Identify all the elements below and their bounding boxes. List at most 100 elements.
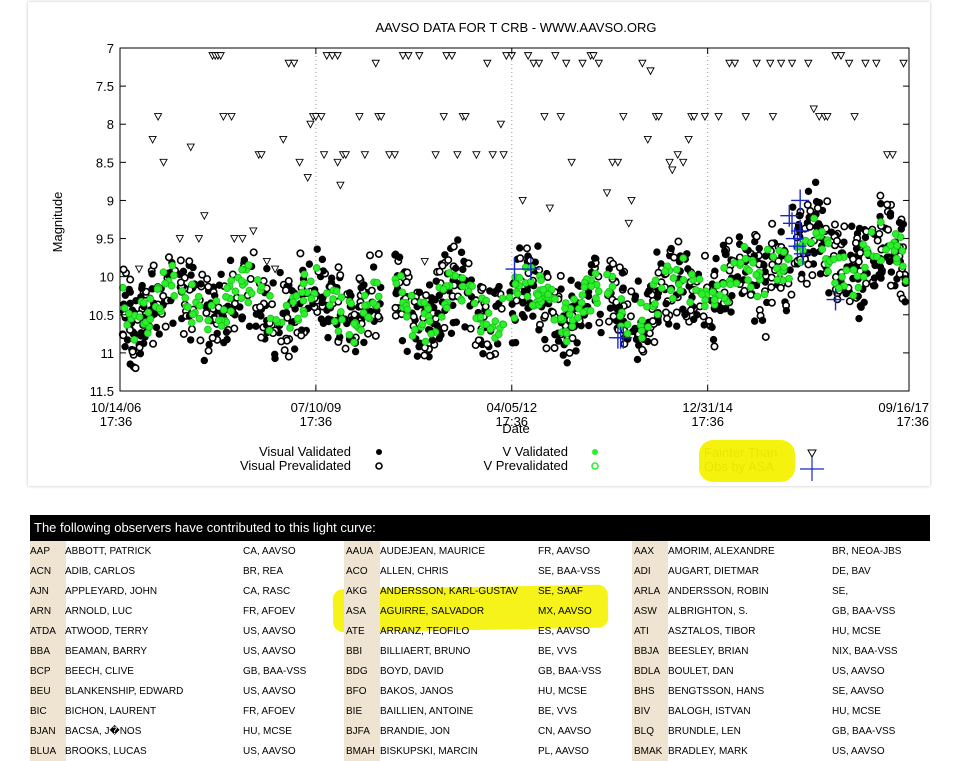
visual-point (895, 270, 904, 279)
v-band-point (130, 335, 139, 344)
visual-point (845, 297, 854, 306)
v-band-point (298, 288, 306, 297)
v-band-point (178, 287, 186, 295)
v-band-point (537, 276, 545, 284)
v-band-point (835, 284, 843, 292)
v-band-point (237, 294, 246, 302)
visual-point (673, 322, 681, 330)
fainter-than-marker (534, 59, 544, 68)
observer-code: BCP (30, 666, 51, 677)
asa-observation-marker (791, 189, 810, 212)
visual-point (438, 261, 447, 270)
visual-point (584, 321, 593, 330)
v-band-point (773, 276, 782, 284)
v-band-point (580, 283, 589, 291)
fainter-than-marker (371, 59, 380, 68)
v-band-point (763, 245, 772, 254)
v-band-point (135, 313, 144, 321)
observer-name: BILLIAERT, BRUNO (380, 646, 471, 657)
fainter-than-marker (627, 196, 636, 205)
x-tick-label: 17:36 (896, 414, 929, 429)
visual-point (149, 261, 158, 270)
observer-code: BMAH (346, 746, 375, 757)
v-band-point (594, 287, 603, 296)
visual-point (684, 265, 692, 273)
v-band-point (623, 320, 632, 329)
visual-point (252, 322, 260, 330)
visual-point (119, 265, 128, 274)
visual-point (885, 257, 894, 266)
fainter-than-marker (608, 158, 617, 167)
fainter-than-marker (439, 113, 449, 122)
fainter-than-marker (602, 189, 612, 198)
observer-code: ATDA (30, 626, 56, 637)
observer-panel: The following observers have contributed… (30, 515, 930, 761)
v-band-point (418, 320, 427, 329)
visual-point (645, 329, 654, 338)
observer-name: ASZTALOS, TIBOR (668, 626, 756, 637)
fainter-than-marker (678, 158, 688, 167)
fainter-than-marker (216, 52, 225, 61)
observer-name: ABBOTT, PATRICK (65, 546, 152, 557)
v-band-point (144, 308, 153, 317)
v-band-point (364, 313, 373, 321)
v-band-point (719, 280, 728, 288)
v-band-point (824, 239, 833, 248)
v-band-point (266, 292, 274, 300)
v-band-point (451, 272, 460, 280)
visual-point (297, 326, 306, 334)
visual-point (459, 265, 467, 274)
visual-point (626, 312, 635, 321)
visual-point (565, 348, 574, 357)
visual-point (645, 287, 653, 295)
fainter-than-marker (776, 59, 786, 68)
v-band-point (332, 287, 341, 295)
visual-point (317, 315, 326, 323)
visual-point (176, 256, 185, 265)
visual-point (152, 323, 161, 332)
v-band-point (810, 214, 818, 223)
y-tick-label: 11.5 (90, 384, 114, 399)
observer-affiliation: BE, VVS (538, 706, 577, 717)
v-band-point (741, 255, 750, 263)
observer-affiliation: CA, AAVSO (243, 546, 296, 557)
observer-name: BENGTSSON, HANS (668, 686, 765, 697)
fainter-than-marker (270, 265, 280, 274)
v-band-point (544, 290, 552, 299)
visual-point (522, 244, 531, 253)
fainter-than-marker (159, 158, 168, 167)
fainter-than-marker (461, 113, 470, 122)
visual-point (606, 304, 615, 312)
visual-point (138, 284, 146, 293)
visual-point (886, 281, 895, 290)
visual-point (568, 334, 577, 343)
visual-point (856, 248, 865, 257)
v-band-point (591, 269, 600, 278)
v-band-point (608, 282, 617, 291)
v-band-point (153, 285, 162, 293)
v-band-point (709, 288, 717, 296)
v-band-point (842, 266, 851, 274)
v-band-point (168, 261, 177, 270)
fainter-than-marker (311, 113, 321, 122)
fainter-than-marker (483, 59, 492, 68)
visual-point (887, 268, 896, 276)
v-band-point (676, 286, 685, 295)
v-band-point (644, 323, 652, 331)
v-band-point (701, 296, 709, 304)
y-axis-label: Magnitude (50, 192, 65, 253)
code-band (344, 541, 380, 761)
observer-affiliation: US, AAVSO (243, 746, 296, 757)
fainter-than-marker (561, 59, 571, 68)
visual-point (364, 329, 373, 338)
observer-affiliation: US, AAVSO (832, 666, 885, 677)
visual-point (457, 248, 466, 257)
visual-point (535, 326, 543, 334)
v-band-point (643, 302, 651, 311)
visual-point (271, 354, 279, 363)
observer-code: BLQ (634, 726, 655, 737)
observer-name: ATWOOD, TERRY (65, 626, 149, 637)
visual-point (662, 299, 670, 308)
scatter-points (118, 178, 910, 373)
observer-name: AUGART, DIETMAR (668, 566, 759, 577)
